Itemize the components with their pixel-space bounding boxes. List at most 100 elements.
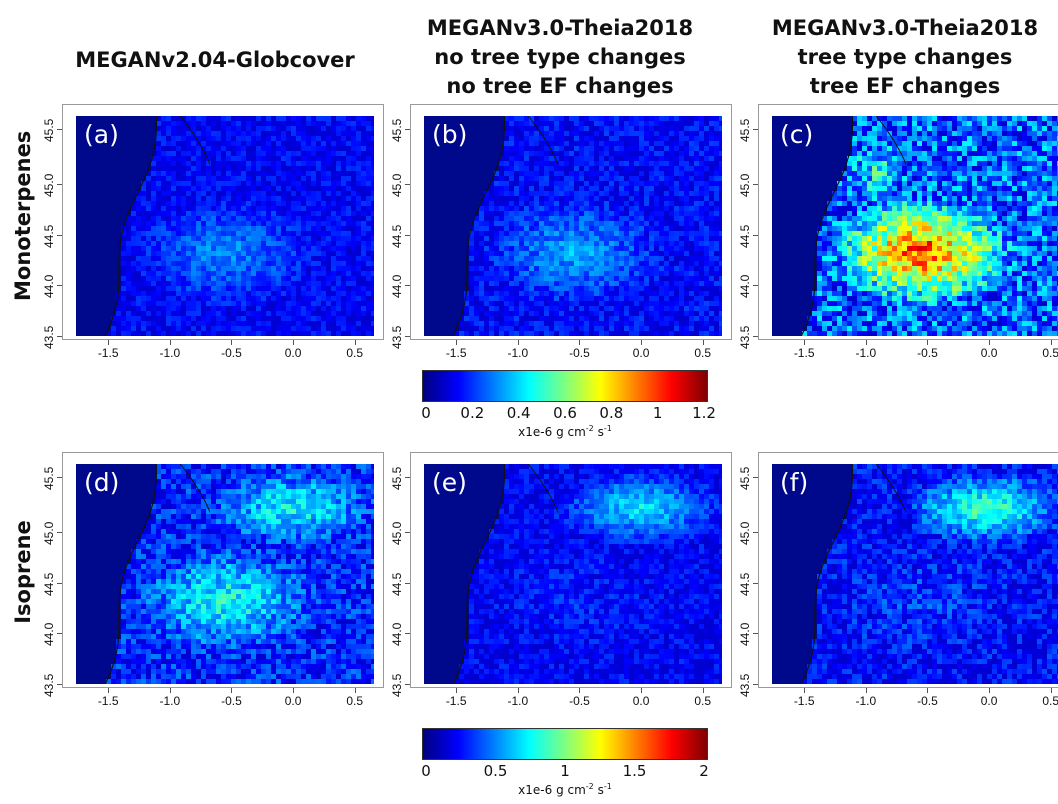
y-tick-mark: [753, 582, 758, 584]
emission-map-svg: [76, 116, 374, 336]
x-tick-mark: [108, 688, 110, 693]
x-tick-mark: [579, 688, 581, 693]
column-title-1-line-1: MEGANv2.04-Globcover: [75, 48, 355, 72]
y-tick-mark: [57, 477, 62, 479]
colorbar-2: [422, 728, 708, 760]
unit-base: x1e-6 g cm: [518, 783, 586, 797]
panel-label: (e): [432, 468, 467, 497]
y-tick-label: 44.0: [42, 623, 56, 647]
x-tick-mark: [702, 340, 704, 345]
column-title-1: MEGANv2.04-Globcover: [60, 46, 370, 75]
y-tick-mark: [57, 129, 62, 131]
x-tick-label: 0.0: [284, 346, 302, 360]
y-tick-label: 43.5: [390, 325, 404, 349]
y-tick-label: 44.0: [42, 275, 56, 299]
x-tick-mark: [865, 688, 867, 693]
y-tick-label: 45.0: [390, 521, 404, 546]
y-tick-label: 44.5: [738, 224, 752, 248]
x-tick-mark: [804, 688, 806, 693]
unit-base: x1e-6 g cm: [518, 425, 586, 439]
emission-map-svg: [424, 116, 722, 336]
x-tick-label: 0.5: [1042, 694, 1058, 708]
y-tick-mark: [753, 684, 758, 685]
y-tick-label: 43.5: [738, 673, 752, 697]
y-tick-mark: [405, 285, 410, 287]
x-tick-label: 0.5: [694, 346, 712, 360]
y-tick-label: 43.5: [42, 325, 56, 349]
colorbar-tick-label: 1: [560, 762, 570, 780]
y-tick-mark: [405, 184, 410, 186]
emission-field: [106, 116, 374, 336]
y-tick-mark: [57, 684, 62, 685]
y-tick-label: 44.5: [390, 572, 404, 596]
x-tick-label: -1.5: [793, 694, 815, 708]
y-tick-mark: [57, 184, 62, 186]
y-tick-label: 45.5: [738, 118, 752, 143]
unit-exponent: -1: [603, 424, 612, 433]
x-tick-label: -0.5: [221, 694, 242, 708]
x-tick-mark: [517, 340, 519, 345]
coastline: [452, 464, 506, 684]
x-tick-label: -1.5: [793, 346, 815, 360]
y-tick-label: 44.0: [390, 623, 404, 647]
x-tick-label: -1.0: [507, 694, 529, 708]
colorbar-1: [422, 370, 708, 402]
emission-map-svg: [76, 464, 374, 684]
y-tick-label: 44.0: [738, 623, 752, 647]
colorbar-tick-label: 1: [652, 404, 663, 422]
x-tick-label: 0.0: [980, 346, 998, 360]
y-tick-mark: [753, 477, 758, 479]
panel-label: (f): [780, 468, 809, 497]
x-tick-label: 0.0: [632, 694, 650, 708]
colorbar-tick-label: 0: [421, 762, 431, 780]
x-tick-mark: [641, 340, 643, 345]
x-tick-label: 0.0: [284, 694, 302, 708]
x-tick-label: -1.0: [159, 694, 181, 708]
colorbar-tick-label: 1.5: [622, 762, 647, 780]
unit-exponent: -2: [585, 424, 594, 433]
x-tick-label: -1.5: [97, 694, 119, 708]
unit-exponent: -1: [603, 782, 612, 791]
column-title-2-line-3: no tree EF changes: [446, 74, 674, 98]
y-tick-mark: [753, 184, 758, 186]
x-tick-label: 0.5: [694, 694, 712, 708]
x-tick-mark: [456, 340, 458, 345]
y-tick-label: 44.5: [390, 224, 404, 248]
x-tick-mark: [702, 688, 704, 693]
estuary-outline: [179, 464, 211, 513]
y-tick-label: 45.0: [42, 521, 56, 546]
map-panel-a: (a) -1.5 -1.0 -0.5 0.0 0.5 43.5 44.0 44.5 45.0 45.…: [42, 104, 384, 370]
y-tick-mark: [753, 532, 758, 534]
colorbar-tick-label: 0: [421, 404, 431, 422]
emission-map: [772, 464, 1058, 684]
column-title-3-line-1: MEGANv3.0-Theia2018: [771, 16, 1039, 40]
map-panel-d: (d) -1.5 -1.0 -0.5 0.0 0.5 43.5 44.0 44.5 45.0 45.…: [42, 452, 384, 718]
colorbar-unit-label: x1e-6 g cm-2 s-1: [518, 424, 612, 439]
x-tick-label: -0.5: [917, 346, 938, 360]
panel-label: (a): [84, 120, 119, 149]
y-tick-label: 45.5: [42, 466, 56, 491]
y-tick-mark: [57, 285, 62, 287]
x-tick-label: 0.0: [980, 694, 998, 708]
colorbar-tick-label: 0.6: [553, 404, 577, 422]
y-tick-label: 44.0: [390, 275, 404, 299]
y-tick-label: 45.0: [738, 173, 752, 198]
column-title-3: MEGANv3.0-Theia2018 tree type changes tr…: [750, 14, 1058, 101]
map-panel-b: (b) -1.5 -1.0 -0.5 0.0 0.5 43.5 44.0 44.5 45.0 45.…: [390, 104, 732, 370]
x-tick-mark: [456, 688, 458, 693]
emission-map-svg: [772, 464, 1058, 684]
y-tick-mark: [57, 234, 62, 236]
x-tick-mark: [354, 688, 356, 693]
row-title-monoterpenes: Monoterpenes: [11, 130, 35, 301]
emission-field: [802, 116, 1058, 336]
y-tick-label: 45.5: [42, 118, 56, 143]
y-tick-label: 45.0: [738, 521, 752, 546]
y-tick-mark: [753, 129, 758, 131]
x-tick-mark: [108, 340, 110, 345]
x-tick-mark: [1050, 340, 1052, 345]
x-tick-mark: [169, 340, 171, 345]
y-tick-label: 45.0: [390, 173, 404, 198]
estuary-outline: [875, 116, 907, 165]
coastline: [800, 464, 854, 684]
x-tick-label: -1.5: [445, 346, 467, 360]
